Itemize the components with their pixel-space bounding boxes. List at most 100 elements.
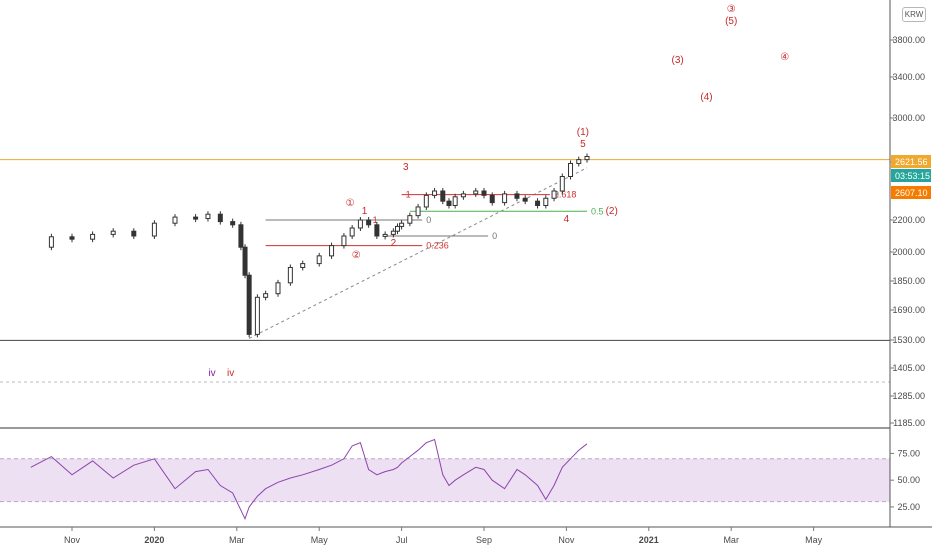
candle-body[interactable] — [453, 197, 457, 206]
time-tick-label: 2020 — [144, 535, 164, 545]
time-tick-label: 2021 — [639, 535, 659, 545]
candle-body[interactable] — [194, 217, 198, 219]
price-tick-label: 3800.00 — [892, 35, 925, 45]
candle-body[interactable] — [350, 228, 354, 236]
candle-body[interactable] — [247, 275, 251, 334]
elliott-wave-label: ③ — [727, 4, 736, 15]
elliott-wave-label: 4 — [564, 214, 570, 225]
candle-body[interactable] — [515, 194, 519, 198]
candle-body[interactable] — [408, 216, 412, 224]
candle-body[interactable] — [424, 195, 428, 207]
price-tick-label: 2200.00 — [892, 215, 925, 225]
candle-body[interactable] — [367, 220, 371, 225]
fib-level-label: 0 — [492, 231, 497, 241]
time-tick-label: May — [311, 535, 329, 545]
candle-body[interactable] — [503, 194, 507, 203]
price-tick-label: 1690.00 — [892, 305, 925, 315]
elliott-wave-label: ② — [352, 250, 361, 261]
price-badge-text: 03:53:15 — [895, 171, 930, 181]
price-tick-label: 2000.00 — [892, 247, 925, 257]
candle-body[interactable] — [585, 157, 589, 160]
candle-body[interactable] — [400, 223, 404, 226]
candle-body[interactable] — [375, 225, 379, 236]
candle-body[interactable] — [317, 256, 321, 264]
candle-body[interactable] — [552, 191, 556, 198]
elliott-wave-label: 2 — [391, 238, 397, 249]
elliott-wave-label: ④ — [780, 52, 789, 63]
candle-body[interactable] — [173, 217, 177, 223]
rsi-tick-label: 25.00 — [897, 502, 920, 512]
price-tick-label: 1285.00 — [892, 391, 925, 401]
rsi-tick-label: 50.00 — [897, 475, 920, 485]
elliott-wave-label: (2) — [606, 206, 618, 217]
time-tick-label: Sep — [476, 535, 492, 545]
candle-body[interactable] — [461, 194, 465, 197]
candle-body[interactable] — [206, 214, 210, 218]
candle-body[interactable] — [395, 226, 399, 231]
fib-level-label: 1 — [406, 190, 411, 200]
candle-body[interactable] — [132, 231, 136, 236]
candle-body[interactable] — [301, 264, 305, 268]
candle-body[interactable] — [239, 225, 243, 247]
candle-body[interactable] — [490, 195, 494, 202]
candle-body[interactable] — [391, 231, 395, 234]
price-tick-label: 1530.00 — [892, 335, 925, 345]
candle-body[interactable] — [91, 234, 95, 239]
candle-body[interactable] — [416, 207, 420, 216]
price-pane[interactable]: 2.61800.5000.23611iviv①②12345(1)(2)(3)(4… — [0, 4, 890, 428]
candle-body[interactable] — [577, 160, 581, 164]
elliott-wave-label: (3) — [672, 55, 684, 66]
rsi-axis[interactable]: 75.00 50.00 25.00 — [890, 448, 920, 512]
candle-body[interactable] — [49, 237, 53, 247]
price-tick-label: 1850.00 — [892, 276, 925, 286]
candle-body[interactable] — [243, 247, 247, 275]
candle-body[interactable] — [358, 220, 362, 228]
elliott-wave-label: 5 — [580, 139, 586, 150]
elliott-wave-label: 1 — [362, 206, 368, 217]
fib-level-label: 0.236 — [426, 241, 449, 251]
price-tick-label: 3000.00 — [892, 113, 925, 123]
candle-body[interactable] — [111, 231, 115, 234]
candle-body[interactable] — [288, 267, 292, 282]
trend-line — [249, 168, 587, 339]
elliott-wave-label: iv — [208, 368, 215, 379]
price-tick-label: 3400.00 — [892, 72, 925, 82]
price-tick-label: 1185.00 — [893, 418, 925, 428]
candle-body[interactable] — [342, 236, 346, 246]
candle-body[interactable] — [70, 237, 74, 239]
candle-body[interactable] — [474, 191, 478, 194]
candle-body[interactable] — [447, 201, 451, 205]
time-tick-label: Nov — [558, 535, 575, 545]
candle-body[interactable] — [255, 297, 259, 334]
currency-badge[interactable]: KRW — [902, 7, 926, 22]
time-axis[interactable]: Nov 2020 Mar May Jul Sep Nov 2021 Mar May — [0, 527, 932, 545]
candle-body[interactable] — [441, 191, 445, 201]
rsi-pane[interactable] — [0, 440, 890, 519]
candle-body[interactable] — [433, 191, 437, 195]
candle-body[interactable] — [536, 201, 540, 205]
candle-body[interactable] — [264, 294, 268, 298]
candle-body[interactable] — [231, 222, 235, 225]
time-tick-label: Nov — [64, 535, 81, 545]
elliott-wave-label: (4) — [700, 92, 712, 103]
candle-body[interactable] — [569, 163, 573, 176]
price-badge-text: 2621.56 — [895, 157, 928, 167]
time-tick-label: Mar — [723, 535, 739, 545]
time-tick-label: Jul — [396, 535, 408, 545]
fib-level-label: 0 — [426, 215, 431, 225]
candle-body[interactable] — [523, 198, 527, 201]
candle-body[interactable] — [482, 191, 486, 195]
elliott-wave-label: ① — [346, 198, 355, 209]
candle-body[interactable] — [560, 177, 564, 192]
candle-body[interactable] — [383, 234, 387, 236]
candle-body[interactable] — [152, 223, 156, 236]
elliott-wave-label: (5) — [725, 16, 737, 27]
candle-body[interactable] — [218, 214, 222, 221]
candle-body[interactable] — [544, 198, 548, 205]
time-tick-label: Mar — [229, 535, 245, 545]
candle-body[interactable] — [330, 246, 334, 256]
candle-body[interactable] — [276, 283, 280, 294]
time-tick-label: May — [805, 535, 823, 545]
